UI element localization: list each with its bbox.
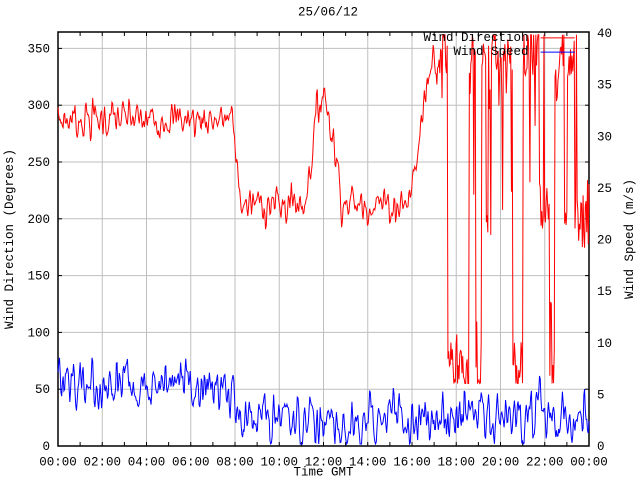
svg-text:100: 100	[27, 326, 50, 340]
svg-text:00:00: 00:00	[570, 456, 608, 470]
svg-text:30: 30	[597, 130, 612, 144]
svg-text:Wind Direction (Degrees): Wind Direction (Degrees)	[3, 149, 17, 329]
svg-text:00:00: 00:00	[39, 456, 77, 470]
svg-text:08:00: 08:00	[216, 456, 254, 470]
svg-text:0: 0	[42, 440, 50, 454]
svg-text:35: 35	[597, 79, 612, 93]
svg-text:15: 15	[597, 285, 612, 299]
svg-text:200: 200	[27, 213, 50, 227]
svg-text:02:00: 02:00	[83, 456, 121, 470]
svg-text:20: 20	[597, 234, 612, 248]
svg-text:16:00: 16:00	[393, 456, 431, 470]
svg-text:25/06/12: 25/06/12	[298, 6, 358, 20]
svg-text:5: 5	[597, 388, 605, 402]
svg-text:04:00: 04:00	[128, 456, 166, 470]
svg-text:0: 0	[597, 440, 605, 454]
svg-text:10: 10	[597, 337, 612, 351]
svg-text:150: 150	[27, 270, 50, 284]
svg-text:20:00: 20:00	[482, 456, 520, 470]
svg-text:06:00: 06:00	[172, 456, 210, 470]
svg-text:250: 250	[27, 156, 50, 170]
svg-text:14:00: 14:00	[349, 456, 387, 470]
svg-text:40: 40	[597, 27, 612, 41]
svg-text:Wind Direction: Wind Direction	[423, 31, 528, 45]
svg-text:350: 350	[27, 42, 50, 56]
svg-text:22:00: 22:00	[526, 456, 564, 470]
svg-text:Wind Speed: Wind Speed	[453, 45, 528, 59]
svg-text:Time GMT: Time GMT	[293, 466, 354, 480]
svg-text:50: 50	[35, 383, 50, 397]
svg-text:300: 300	[27, 99, 50, 113]
svg-text:Wind Speed (m/s): Wind Speed (m/s)	[623, 179, 637, 299]
svg-text:18:00: 18:00	[437, 456, 475, 470]
svg-text:10:00: 10:00	[260, 456, 298, 470]
svg-text:25: 25	[597, 182, 612, 196]
